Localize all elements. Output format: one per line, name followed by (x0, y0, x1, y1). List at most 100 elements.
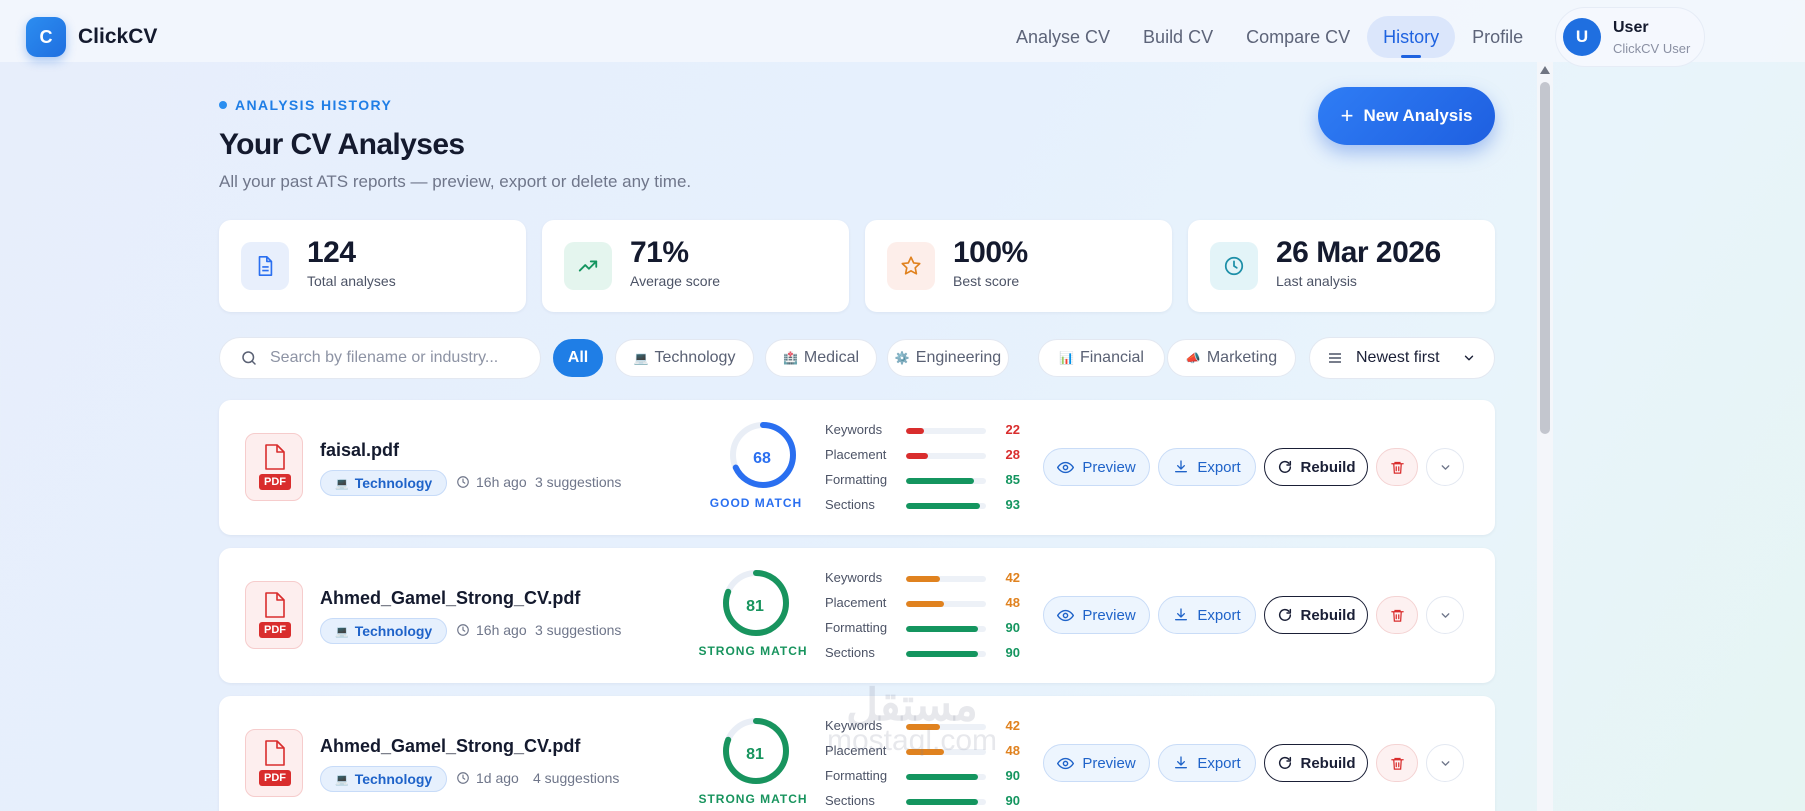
suggestions-count: 4 suggestions (533, 770, 620, 786)
metric-bar (906, 799, 986, 805)
sort-value: Newest first (1356, 349, 1440, 366)
rebuild-label: Rebuild (1300, 458, 1356, 476)
rebuild-button[interactable]: Rebuild (1264, 744, 1368, 782)
stat-label: Best score (953, 273, 1020, 289)
nav-analyse-cv[interactable]: Analyse CV (1016, 27, 1111, 47)
file-name[interactable]: Ahmed_Gamel_Strong_CV.pdf (320, 736, 581, 756)
hospital-icon: 🏥 (782, 351, 798, 365)
filter-chip-financial[interactable]: 📊 Financial (1038, 339, 1165, 377)
sort-select[interactable]: Newest first (1309, 337, 1495, 379)
pdf-badge: PDF (259, 622, 291, 638)
analysis-row[interactable]: PDF Ahmed_Gamel_Strong_CV.pdf 💻 Technolo… (219, 548, 1495, 683)
stat-card-last: 26 Mar 2026 Last analysis (1188, 220, 1495, 312)
expand-button[interactable] (1426, 596, 1464, 634)
metric-bar (906, 651, 986, 657)
file-name[interactable]: faisal.pdf (320, 440, 400, 460)
export-button[interactable]: Export (1158, 448, 1256, 486)
laptop-icon: 💻 (633, 351, 649, 365)
suggestions-count: 3 suggestions (535, 622, 622, 638)
sort-lines-icon (1329, 353, 1341, 363)
star-icon (887, 242, 935, 290)
analysis-row[interactable]: PDF Ahmed_Gamel_Strong_CV.pdf 💻 Technolo… (219, 696, 1495, 811)
filter-chip-medical[interactable]: 🏥 Medical (765, 339, 877, 377)
new-analysis-button[interactable]: + New Analysis (1318, 87, 1495, 145)
analysis-row[interactable]: PDF faisal.pdf 💻 Technology 16h ago 3 su… (219, 400, 1495, 535)
metric-value: 85 (1005, 472, 1020, 487)
file-name[interactable]: Ahmed_Gamel_Strong_CV.pdf (320, 588, 581, 608)
metric-fill (906, 453, 929, 459)
metric-value: 22 (1005, 422, 1020, 437)
metric-value: 48 (1005, 743, 1020, 758)
preview-button[interactable]: Preview (1043, 744, 1150, 782)
clock-icon (457, 476, 469, 488)
nav-history[interactable]: History (1367, 16, 1456, 58)
preview-button[interactable]: Preview (1043, 448, 1150, 486)
stat-label: Average score (630, 273, 721, 289)
user-menu[interactable]: U User ClickCV User (1555, 7, 1705, 67)
chevron-down-icon (1441, 612, 1449, 618)
pdf-badge: PDF (259, 474, 291, 490)
avatar: U (1563, 18, 1601, 56)
megaphone-icon: 📣 (1185, 351, 1201, 365)
export-button[interactable]: Export (1158, 596, 1256, 634)
delete-button[interactable] (1376, 596, 1418, 634)
industry-tag: 💻 Technology (320, 618, 448, 644)
brand[interactable]: C ClickCV (26, 17, 157, 57)
metric-value: 42 (1005, 570, 1020, 585)
metric-value: 90 (1005, 768, 1020, 783)
metric-keywords: Keywords 42 (825, 570, 1035, 588)
delete-button[interactable] (1376, 448, 1418, 486)
rebuild-button[interactable]: Rebuild (1264, 596, 1368, 634)
user-subtitle: ClickCV User (1613, 40, 1691, 56)
scrollbar[interactable] (1537, 62, 1553, 811)
rebuild-label: Rebuild (1300, 606, 1356, 624)
rebuild-button[interactable]: Rebuild (1264, 448, 1368, 486)
nav-profile[interactable]: Profile (1472, 27, 1524, 47)
metric-label: Formatting (825, 768, 888, 783)
filter-chip-all[interactable]: All (553, 339, 603, 377)
stat-label: Last analysis (1276, 273, 1357, 289)
metric-bar (906, 749, 986, 755)
export-button[interactable]: Export (1158, 744, 1256, 782)
filter-chip-technology[interactable]: 💻 Technology (615, 339, 754, 377)
tag-label: Technology (354, 771, 433, 787)
eyebrow-label: ANALYSIS HISTORY (235, 97, 393, 113)
eye-icon (1057, 757, 1075, 769)
chevron-down-icon (1441, 760, 1449, 766)
filter-chip-engineering[interactable]: ⚙️ Engineering (887, 339, 1009, 377)
metric-fill (906, 774, 978, 780)
delete-button[interactable] (1376, 744, 1418, 782)
stat-value: 100% (953, 236, 1028, 269)
tag-label: Technology (354, 475, 433, 491)
chip-label: Medical (803, 349, 860, 366)
tag-label: Technology (354, 623, 433, 639)
metric-value: 90 (1005, 620, 1020, 635)
metric-bar (906, 428, 986, 434)
time-label: 1d ago (476, 770, 519, 786)
scrollbar-thumb[interactable] (1540, 82, 1550, 434)
pdf-badge: PDF (259, 770, 291, 786)
chip-label: All (567, 349, 589, 366)
search-input[interactable] (270, 349, 530, 367)
metric-value: 42 (1005, 718, 1020, 733)
metric-fill (906, 799, 978, 805)
metric-fill (906, 576, 940, 582)
nav-build-cv[interactable]: Build CV (1143, 27, 1214, 47)
bar-chart-icon: 📊 (1059, 351, 1074, 365)
chip-label: Financial (1079, 349, 1144, 366)
score-value: 81 (746, 746, 764, 763)
metric-label: Sections (825, 645, 875, 660)
filter-chip-marketing[interactable]: 📣 Marketing (1167, 339, 1296, 377)
expand-button[interactable] (1426, 744, 1464, 782)
page-subtitle: All your past ATS reports — preview, exp… (219, 172, 692, 191)
laptop-icon: 💻 (335, 773, 349, 786)
pdf-file-icon: PDF (245, 581, 303, 649)
suggestions-count: 3 suggestions (535, 474, 622, 490)
eye-icon (1057, 461, 1075, 473)
nav-compare-cv[interactable]: Compare CV (1246, 27, 1351, 47)
preview-button[interactable]: Preview (1043, 596, 1150, 634)
refresh-icon (1278, 460, 1291, 473)
scroll-up-arrow-icon[interactable] (1540, 66, 1550, 74)
time-label: 16h ago (476, 622, 527, 638)
expand-button[interactable] (1426, 448, 1464, 486)
